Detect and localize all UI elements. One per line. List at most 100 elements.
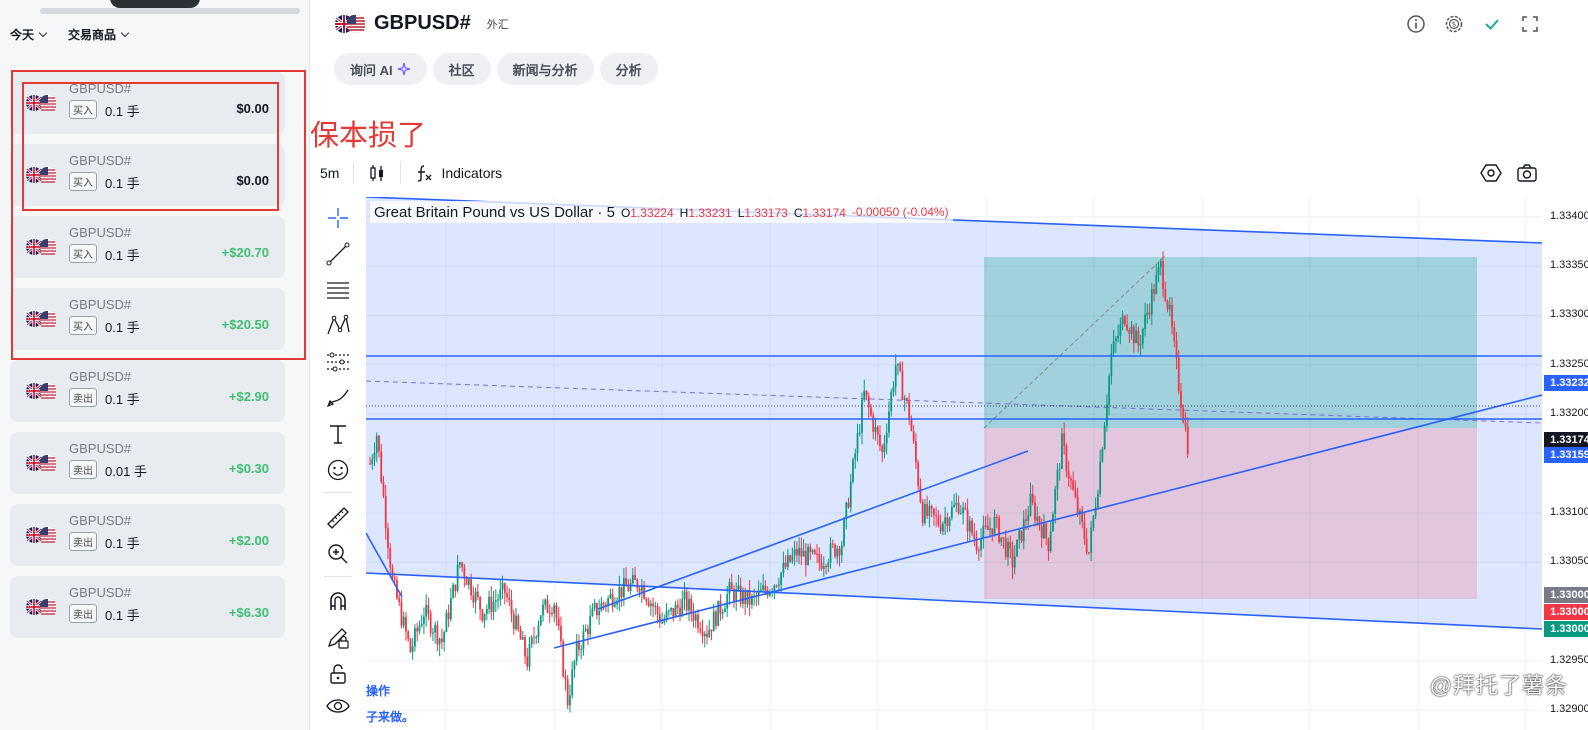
trendline-tool[interactable] [324, 240, 352, 268]
projection-tool[interactable] [324, 348, 352, 376]
position-card[interactable]: GBPUSD# 买入 0.1 手 +$20.50 [10, 288, 285, 350]
candle-body [831, 543, 834, 545]
stop-zone [984, 428, 1477, 599]
candle-body [548, 612, 551, 614]
position-card[interactable]: GBPUSD# 买入 0.1 手 +$20.70 [10, 216, 285, 278]
position-pnl: +$6.30 [228, 605, 269, 620]
candle-body [465, 577, 468, 585]
candle-body [838, 548, 841, 556]
gb-us-flag-icon [26, 166, 56, 183]
candle-body [1173, 327, 1176, 341]
magnet-tool[interactable] [324, 588, 352, 616]
position-card[interactable]: GBPUSD# 卖出 0.1 手 +$2.00 [10, 504, 285, 566]
pattern-tool[interactable] [324, 312, 352, 340]
position-card[interactable]: GBPUSD# 卖出 0.01 手 +$0.30 [10, 432, 285, 494]
lock-tool[interactable] [324, 660, 352, 688]
candle-body [1103, 425, 1106, 449]
candle-body [409, 639, 412, 653]
candle-body [968, 520, 971, 532]
candle-body [1025, 519, 1027, 522]
price-axis[interactable]: 1.33400 1.33350 1.33300 1.33250 1.33200 1.331… [1542, 197, 1588, 730]
candle-body [802, 550, 805, 557]
candle-body [865, 390, 868, 397]
filter-date[interactable]: 今天 [10, 26, 48, 43]
text-tool[interactable] [324, 420, 352, 448]
channel-bottom-line[interactable] [366, 572, 1542, 630]
candle-body [843, 519, 845, 546]
info-icon[interactable] [1406, 14, 1426, 34]
price-badge: 1.33000 [1544, 586, 1588, 603]
lock-drawing-tool[interactable] [324, 624, 352, 652]
support-line-1[interactable] [597, 450, 1029, 610]
candle-body [1126, 324, 1128, 331]
price-chart[interactable] [366, 197, 1542, 730]
candle-body [1119, 324, 1122, 336]
panel-scrollbar[interactable] [40, 8, 300, 14]
candle-body [719, 600, 722, 614]
candle-body [737, 585, 740, 590]
check-icon[interactable] [1482, 14, 1502, 34]
overlay-text-1: 操作 [366, 684, 391, 698]
candle-body [966, 509, 969, 532]
brush-tool[interactable] [324, 384, 352, 412]
candle-body [571, 669, 574, 696]
measure-tool[interactable] [324, 504, 352, 532]
short-trendline[interactable] [366, 532, 403, 598]
candle-body [476, 591, 479, 597]
candle-body [371, 459, 374, 464]
candle-body [620, 587, 623, 598]
panel-handle[interactable] [110, 0, 200, 8]
candle-body [998, 517, 1000, 542]
candle-body [546, 599, 549, 613]
candle-body [1108, 376, 1111, 405]
tab-community[interactable]: 社区 [432, 53, 491, 85]
candle-body [786, 555, 789, 568]
candle-body [1085, 538, 1088, 553]
candle-body [629, 583, 632, 592]
crosshair-tool[interactable] [324, 204, 352, 232]
position-side-badge: 卖出 [69, 388, 97, 407]
candle-body [423, 616, 425, 624]
candle-body [849, 481, 852, 508]
position-card[interactable]: GBPUSD# 买入 0.1 手 $0.00 [10, 144, 285, 206]
camera-icon[interactable] [1516, 162, 1538, 184]
candle-type-icon[interactable] [368, 163, 386, 183]
visibility-tool[interactable] [324, 692, 352, 720]
chart-area: GBPUSD# 外汇 $ 询问 AI 社区 新闻与分析 分析 保本损了 5m [310, 0, 1588, 730]
price-tick-label: 1.33250 [1550, 357, 1588, 370]
position-card[interactable]: GBPUSD# 卖出 0.1 手 +$2.90 [10, 360, 285, 422]
position-card[interactable]: GBPUSD# 卖出 0.1 手 +$6.30 [10, 576, 285, 638]
candle-body [883, 443, 886, 453]
support-line-2[interactable] [553, 394, 1542, 649]
dollar-settings-icon[interactable]: $ [1444, 14, 1464, 34]
candle-body [649, 603, 652, 607]
tab-analysis[interactable]: 分析 [599, 53, 658, 85]
position-side-badge: 买入 [69, 244, 97, 263]
tab-ask-ai[interactable]: 询问 AI [334, 53, 427, 85]
open-value: 1.33224 [630, 205, 674, 220]
candle-body [932, 508, 935, 516]
candle-body [479, 596, 481, 610]
emoji-tool[interactable] [324, 456, 352, 484]
position-symbol: GBPUSD# [69, 153, 132, 168]
fullscreen-icon[interactable] [1520, 14, 1540, 34]
candle-body [378, 435, 380, 452]
candle-body [634, 575, 636, 580]
candle-body [661, 622, 663, 624]
chart-toolbar: 5m Indicators [320, 160, 502, 186]
candle-body [1009, 541, 1012, 549]
filter-symbol[interactable]: 交易商品 [68, 26, 130, 43]
candle-body [436, 624, 439, 645]
candle-body [1139, 343, 1142, 346]
chart-toolbar-right [1480, 162, 1538, 184]
candle-body [508, 597, 511, 601]
zoom-tool[interactable] [324, 540, 352, 568]
instrument-name: Great Britain Pound vs US Dollar · 5 [374, 203, 615, 221]
tab-news[interactable]: 新闻与分析 [496, 53, 594, 85]
settings-hex-icon[interactable] [1480, 162, 1502, 184]
indicators-button[interactable]: Indicators [415, 163, 502, 183]
fib-tool[interactable] [324, 276, 352, 304]
dashed-trendline [366, 380, 1542, 424]
candle-body [818, 553, 821, 563]
interval-button[interactable]: 5m [320, 165, 340, 181]
